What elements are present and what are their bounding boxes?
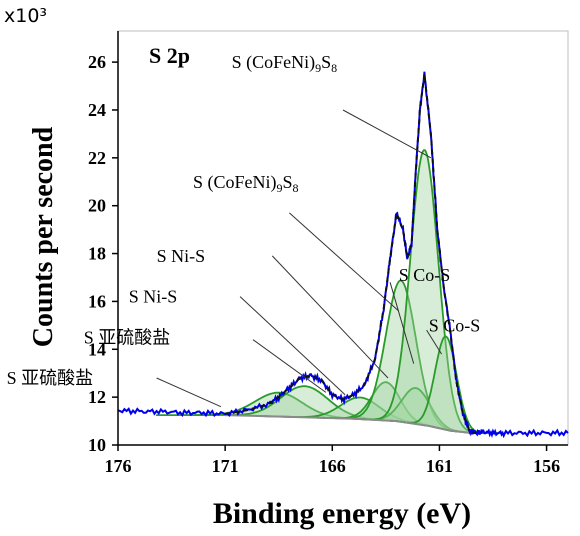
- series-lines: [117, 71, 569, 439]
- annotation-label-8: S Co-S: [429, 315, 481, 335]
- annotation-leader-3: [271, 255, 389, 379]
- fit-envelope-line: [224, 73, 477, 434]
- panel-label: S 2p: [149, 43, 190, 68]
- y-tick-label-26: 26: [88, 52, 106, 72]
- x-tick-label-161: 161: [426, 456, 453, 476]
- annotation-leader-1: [342, 109, 432, 159]
- component-fill-6: [343, 388, 489, 433]
- peak-annotations: S (CoFeNi)9S8 S (CoFeNi)9S8 S Ni-S S Ni-S S …: [7, 52, 481, 408]
- annotation-label-3: S Ni-S: [157, 246, 206, 266]
- annotation-leader-5: [252, 339, 327, 393]
- x-axis-label: Binding energy (eV): [213, 497, 471, 530]
- annotation-label-5: S 亚硫酸盐: [84, 327, 171, 347]
- axes: 10 12 14 16 18 20 22 24 26 176 171 166 161 156: [88, 31, 568, 476]
- y-tick-label-24: 24: [88, 100, 106, 120]
- annotation-label-6: S 亚硫酸盐: [7, 368, 94, 388]
- x-tick-label-156: 156: [533, 456, 560, 476]
- y-tick-label-10: 10: [88, 435, 106, 455]
- x-tick-label-176: 176: [105, 456, 132, 476]
- multiplier-label: x10³: [4, 5, 47, 27]
- x-tick-label-166: 166: [319, 456, 346, 476]
- y-axis-label: Counts per second: [28, 126, 59, 347]
- annotation-leader-8: [426, 329, 443, 355]
- annotation-leader-7: [389, 282, 415, 364]
- plot-area: S (CoFeNi)9S8 S (CoFeNi)9S8 S Ni-S S Ni-S S …: [7, 30, 569, 476]
- component-fill-4: [313, 382, 459, 432]
- annotation-label-4: S Ni-S: [129, 287, 178, 307]
- annotation-label-1: S (CoFeNi)9S8: [232, 52, 338, 75]
- background-line: [225, 414, 472, 434]
- component-fill-2: [181, 386, 427, 426]
- annotation-label-7: S Co-S: [399, 265, 451, 285]
- annotation-leader-4: [239, 296, 346, 396]
- component-fill-8: [390, 336, 501, 433]
- annotation-leader-6: [156, 377, 222, 408]
- y-tick-label-12: 12: [88, 387, 106, 407]
- component-fill-7: [352, 150, 497, 433]
- y-tick-label-18: 18: [88, 244, 106, 264]
- plot-frame: [117, 30, 569, 446]
- x-tick-label-171: 171: [212, 456, 239, 476]
- y-tick-label-20: 20: [88, 196, 106, 216]
- y-tick-label-22: 22: [88, 148, 106, 168]
- y-tick-label-16: 16: [88, 291, 106, 311]
- annotation-label-2: S (CoFeNi)9S8: [193, 172, 299, 195]
- y-tick-label-14: 14: [88, 339, 106, 359]
- annotation-leader-2: [289, 212, 400, 312]
